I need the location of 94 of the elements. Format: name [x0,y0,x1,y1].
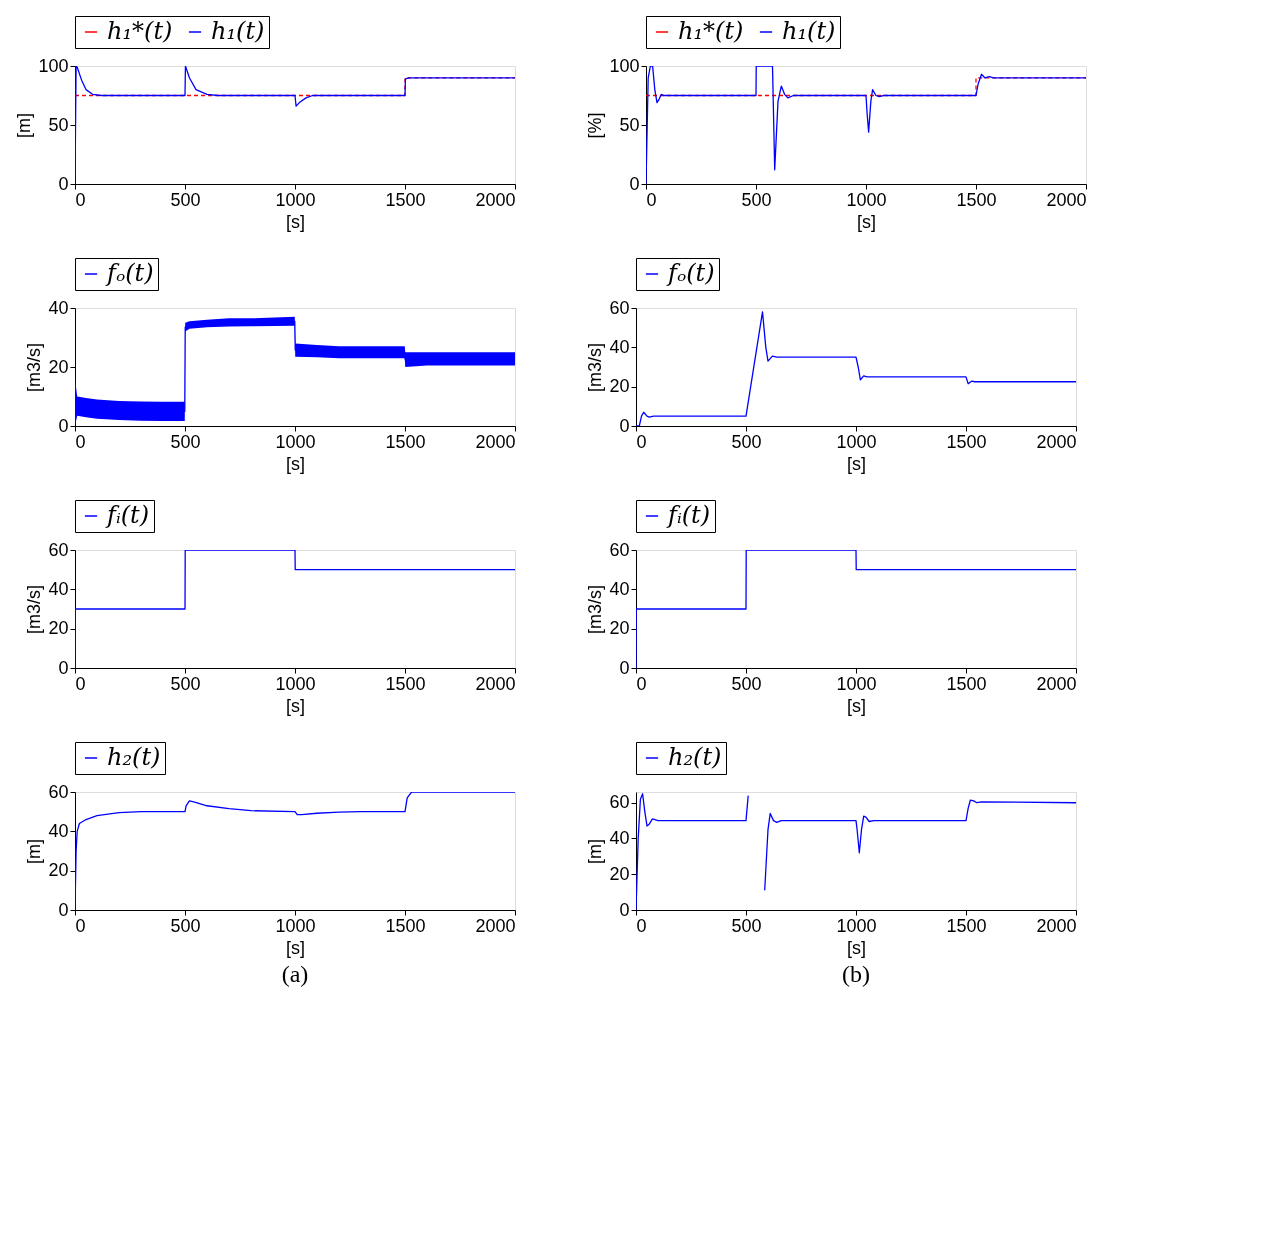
x-tick-label: 500 [170,431,201,452]
x-tick-label: 2000 [475,673,516,694]
x-tick-label: 1500 [946,673,987,694]
x-axis-title: [s] [846,937,867,958]
legend-label: fᵢ(t) [105,501,150,529]
y-tick-label: 60 [609,539,630,560]
y-tick-label: 20 [48,618,69,639]
y-tick-label: 40 [609,827,630,848]
y-tick-label: 0 [619,657,630,678]
x-axis-title: [s] [285,695,306,716]
y-tick-label: 20 [48,860,69,881]
y-tick-label: 60 [609,297,630,318]
x-tick-label: 1500 [385,673,426,694]
x-tick-label: 1500 [946,915,987,936]
legend-label: h₁(t) [211,17,265,45]
x-tick-label: 2000 [475,915,516,936]
legend-label: h₂(t) [668,743,722,771]
y-tick-label: 0 [619,899,630,920]
y-axis-title: [m3/s] [585,584,606,635]
x-axis-title: [s] [856,211,877,232]
y-tick-label: 100 [38,55,69,76]
legend-label: h₁*(t) [107,17,173,45]
y-tick-label: 0 [58,173,69,194]
y-tick-label: 50 [619,114,640,135]
y-tick-label: 40 [48,578,69,599]
x-tick-label: 1500 [946,431,987,452]
y-tick-label: 20 [609,376,630,397]
y-tick-label: 0 [58,657,69,678]
y-tick-label: 60 [48,781,69,802]
x-axis-title: [s] [285,211,306,232]
x-tick-label: 1000 [846,189,887,210]
x-axis-title: [s] [285,937,306,958]
y-axis-title: [m] [14,113,35,138]
x-tick-label: 1000 [836,431,877,452]
text: (b) [842,961,870,987]
x-tick-label: 2000 [1036,915,1077,936]
x-tick-label: 1000 [275,189,316,210]
x-axis-title: [s] [285,453,306,474]
x-tick-label: 0 [75,673,86,694]
y-axis-title: [%] [585,112,606,139]
x-tick-label: 1000 [275,673,316,694]
y-tick-label: 0 [629,173,640,194]
y-tick-label: 60 [48,539,69,560]
y-tick-label: 0 [619,415,630,436]
x-tick-label: 500 [731,673,762,694]
x-tick-label: 500 [170,915,201,936]
x-tick-label: 1000 [275,431,316,452]
x-tick-label: 1500 [956,189,997,210]
x-tick-label: 2000 [475,431,516,452]
y-axis-title: [m3/s] [24,584,45,635]
y-tick-label: 0 [58,899,69,920]
y-axis-title: [m3/s] [24,342,45,393]
text: (a) [281,961,309,987]
x-tick-label: 500 [741,189,772,210]
y-tick-label: 40 [48,297,69,318]
x-tick-label: 500 [731,431,762,452]
x-tick-label: 1000 [275,915,316,936]
y-tick-label: 20 [609,618,630,639]
x-tick-label: 500 [170,189,201,210]
x-tick-label: 500 [731,915,762,936]
y-axis-title: [m3/s] [585,342,606,393]
y-axis-title: [m] [24,839,45,864]
x-tick-label: 2000 [475,189,516,210]
x-tick-label: 0 [75,431,86,452]
legend-label: fₒ(t) [666,259,715,287]
x-tick-label: 1500 [385,189,426,210]
x-tick-label: 2000 [1046,189,1087,210]
y-tick-label: 0 [58,415,69,436]
x-tick-label: 0 [75,189,86,210]
x-tick-label: 1500 [385,431,426,452]
x-tick-label: 500 [170,673,201,694]
x-tick-label: 0 [646,189,657,210]
y-tick-label: 20 [609,863,630,884]
x-tick-label: 1500 [385,915,426,936]
y-tick-label: 50 [48,114,69,135]
y-tick-label: 20 [48,356,69,377]
x-tick-label: 1000 [836,673,877,694]
x-axis-title: [s] [846,453,867,474]
x-tick-label: 0 [75,915,86,936]
legend-label: fₒ(t) [105,259,154,287]
x-axis-title: [s] [846,695,867,716]
x-tick-label: 2000 [1036,431,1077,452]
legend-label: h₂(t) [107,743,161,771]
legend-label: fᵢ(t) [666,501,711,529]
legend-label: h₁(t) [782,17,836,45]
x-tick-label: 1000 [836,915,877,936]
y-tick-label: 60 [609,792,630,813]
y-tick-label: 40 [609,336,630,357]
y-axis-title: [m] [585,839,606,864]
y-tick-label: 100 [609,55,640,76]
y-tick-label: 40 [609,578,630,599]
x-tick-label: 2000 [1036,673,1077,694]
legend-label: h₁*(t) [678,17,744,45]
y-tick-label: 40 [48,820,69,841]
